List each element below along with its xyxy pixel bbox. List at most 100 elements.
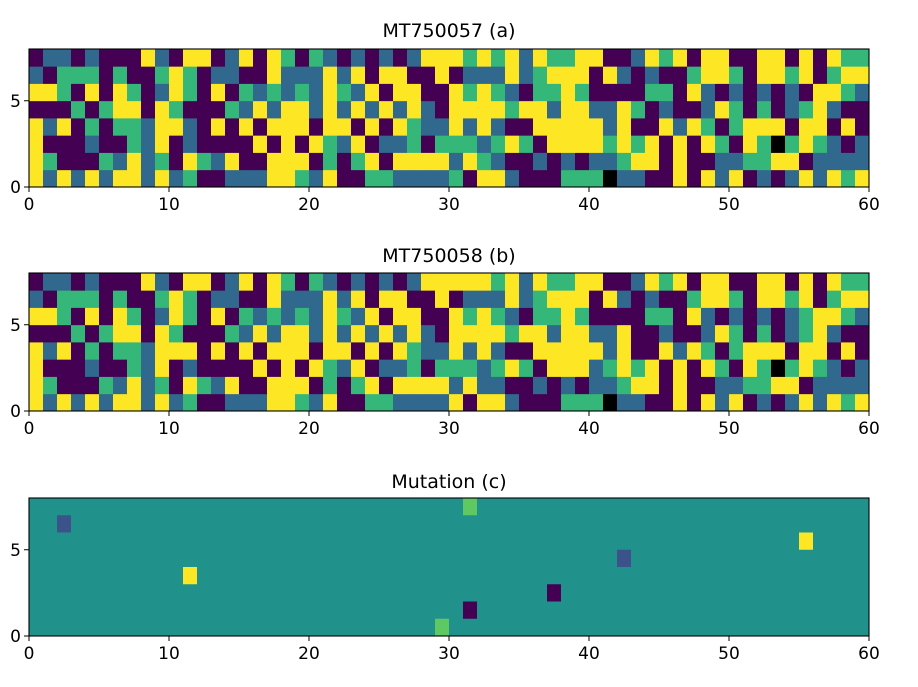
heatmap-cell <box>659 152 674 171</box>
heatmap-cell <box>267 83 282 102</box>
x-tick-label: 40 <box>578 644 600 664</box>
heatmap-cell <box>57 359 72 377</box>
heatmap-cell <box>533 83 548 102</box>
heatmap-cell <box>379 273 394 291</box>
heatmap-cell <box>211 273 226 291</box>
heatmap-cell <box>169 66 184 84</box>
heatmap-cell <box>365 324 380 343</box>
heatmap-cell <box>407 100 422 119</box>
heatmap-cell <box>491 324 506 343</box>
x-tick-label: 30 <box>438 195 460 215</box>
heatmap-cell <box>561 307 576 326</box>
heatmap-cell <box>771 273 786 291</box>
heatmap-cell <box>855 393 870 412</box>
heatmap-cell <box>715 135 730 153</box>
heatmap-cell <box>379 393 394 412</box>
heatmap-cell <box>253 342 268 360</box>
heatmap-cell <box>253 100 268 119</box>
heatmap-cell <box>491 273 506 291</box>
heatmap-cell <box>449 290 464 308</box>
heatmap-cell <box>29 49 44 67</box>
heatmap-cell <box>575 152 590 171</box>
heatmap-cell <box>729 342 744 360</box>
heatmap-cells-b <box>29 273 870 412</box>
heatmap-cell <box>309 100 324 119</box>
x-tick-label: 40 <box>578 195 600 215</box>
heatmap-cell <box>351 118 366 136</box>
heatmap-cell <box>729 376 744 395</box>
heatmap-cell <box>309 393 324 412</box>
heatmap-cell <box>617 135 632 153</box>
heatmap-cell <box>407 66 422 84</box>
heatmap-cell <box>841 118 856 136</box>
heatmap-cell <box>547 66 562 84</box>
heatmap-cell <box>449 342 464 360</box>
heatmap-cell <box>729 273 744 291</box>
heatmap-cell <box>729 169 744 188</box>
heatmap-cell <box>491 135 506 153</box>
heatmap-cell <box>323 307 338 326</box>
heatmap-cell <box>183 49 198 67</box>
heatmap-cell <box>393 273 408 291</box>
heatmap-cell <box>127 307 142 326</box>
heatmap-cell <box>855 100 870 119</box>
axes-c: 0 10 20 30 40 50 60 0 5 <box>10 497 880 664</box>
heatmap-cell <box>113 393 128 412</box>
heatmap-cell <box>407 273 422 291</box>
heatmap-cell <box>449 307 464 326</box>
heatmap-cell <box>337 66 352 84</box>
heatmap-cell <box>295 118 310 136</box>
heatmap-cell <box>757 100 772 119</box>
heatmap-cell <box>71 169 86 188</box>
heatmap-cell <box>29 342 44 360</box>
heatmap-background <box>29 498 869 636</box>
heatmap-cell <box>155 152 170 171</box>
heatmap-cell <box>99 393 114 412</box>
heatmap-cell <box>337 135 352 153</box>
heatmap-cell <box>617 359 632 377</box>
heatmap-cell <box>155 359 170 377</box>
heatmap-cell <box>225 118 240 136</box>
heatmap-cell <box>85 342 100 360</box>
heatmap-cell <box>253 307 268 326</box>
heatmap-cell <box>295 152 310 171</box>
heatmap-cell <box>491 342 506 360</box>
heatmap-cell <box>701 49 716 67</box>
heatmap-cell <box>659 324 674 343</box>
heatmap-cell <box>771 290 786 308</box>
heatmap-cell <box>589 152 604 171</box>
heatmap-cell <box>351 324 366 343</box>
heatmap-cell <box>575 324 590 343</box>
heatmap-cell <box>337 118 352 136</box>
heatmap-cell <box>617 49 632 67</box>
heatmap-cell <box>253 273 268 291</box>
heatmap-cell <box>323 342 338 360</box>
heatmap-cell <box>589 290 604 308</box>
heatmap-cell <box>295 49 310 67</box>
heatmap-cell <box>463 290 478 308</box>
heatmap-cell <box>729 290 744 308</box>
heatmap-cell <box>141 273 156 291</box>
heatmap-cell <box>659 118 674 136</box>
heatmap-cell <box>715 118 730 136</box>
heatmap-cell <box>589 359 604 377</box>
heatmap-cell <box>421 273 436 291</box>
heatmap-cell <box>435 49 450 67</box>
heatmap-cell <box>351 135 366 153</box>
heatmap-cell <box>449 49 464 67</box>
heatmap-cell <box>477 359 492 377</box>
heatmap-cell <box>519 152 534 171</box>
heatmap-cell <box>547 118 562 136</box>
heatmap-cell <box>645 376 660 395</box>
heatmap-cell <box>309 135 324 153</box>
heatmap-cell <box>295 324 310 343</box>
heatmap-cell <box>183 342 198 360</box>
heatmap-cell <box>267 100 282 119</box>
x-tick-label: 60 <box>858 195 880 215</box>
heatmap-cell <box>491 307 506 326</box>
heatmap-cell <box>239 83 254 102</box>
heatmap-cell <box>239 393 254 412</box>
heatmap-cell <box>323 152 338 171</box>
heatmap-cell <box>799 118 814 136</box>
x-tick-label: 30 <box>438 644 460 664</box>
